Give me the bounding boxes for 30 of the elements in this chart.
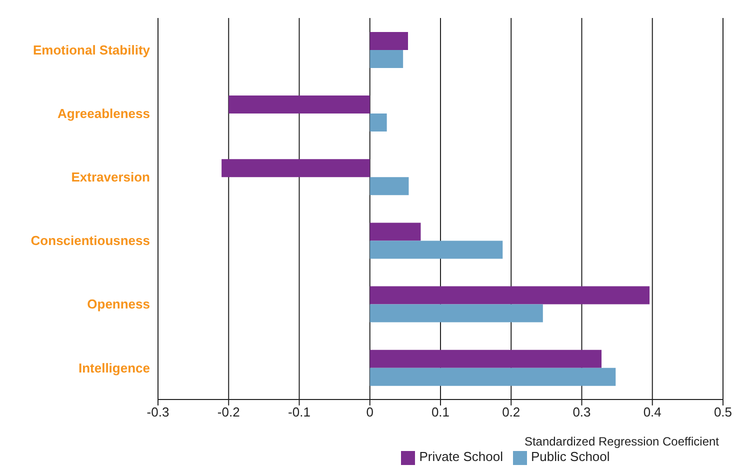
bar: [228, 96, 370, 114]
legend-label: Private School: [419, 449, 504, 464]
y-tick-label: Intelligence: [78, 360, 150, 376]
bar: [370, 240, 503, 259]
x-tick-label: -0.2: [217, 404, 240, 420]
y-tick-label: Agreeableness: [58, 106, 150, 121]
bar: [370, 286, 650, 304]
y-tick-label: Openness: [87, 296, 150, 312]
x-tick-label: 0: [366, 404, 374, 420]
x-axis-title: Standardized Regression Coefficient: [524, 434, 720, 448]
bar: [370, 304, 543, 322]
bar: [370, 114, 387, 132]
bar: [370, 50, 404, 68]
x-tick-label: -0.1: [288, 404, 310, 420]
x-tick-label: 0.3: [572, 404, 591, 420]
bar: [370, 177, 409, 196]
y-tick-label: Extraversion: [71, 170, 150, 185]
bar: [370, 32, 408, 50]
bar: [370, 350, 602, 368]
x-tick-label: 0.5: [714, 404, 732, 420]
x-tick-label: 0.2: [502, 404, 520, 420]
x-tick-label: -0.3: [146, 404, 170, 420]
legend-label: Public School: [531, 449, 610, 464]
y-tick-label: Emotional Stability: [32, 42, 151, 58]
bar: [370, 368, 616, 386]
bar: [222, 159, 370, 178]
bar: [370, 222, 421, 241]
x-tick-label: 0.4: [643, 404, 662, 420]
x-tick-label: 0.1: [431, 404, 450, 420]
y-tick-label: Conscientiousness: [30, 233, 150, 248]
